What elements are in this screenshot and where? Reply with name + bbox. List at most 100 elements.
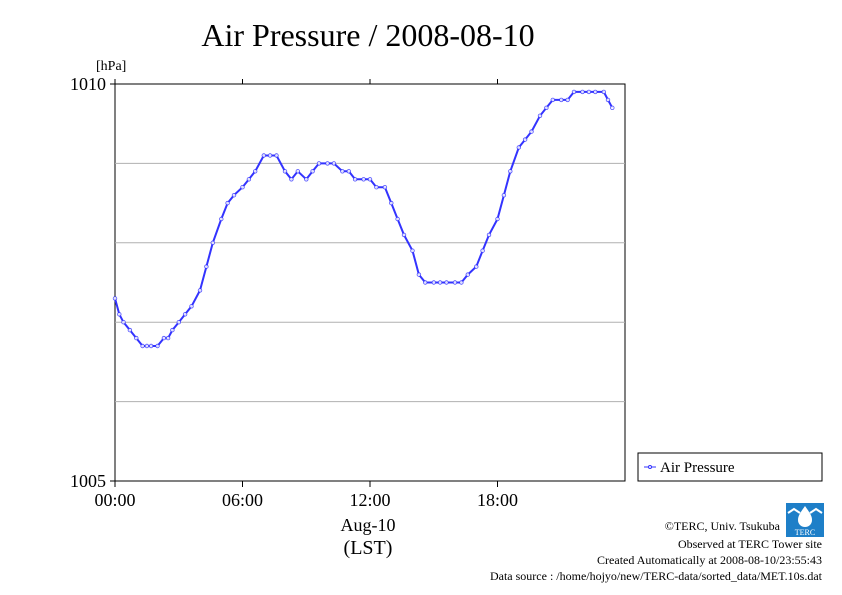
logo-text: TERC bbox=[795, 528, 815, 537]
data-point bbox=[155, 343, 160, 349]
x-axis-label: Aug-10 bbox=[341, 515, 396, 535]
data-point bbox=[176, 320, 181, 325]
data-point bbox=[559, 97, 564, 103]
data-point bbox=[112, 296, 118, 301]
data-point bbox=[395, 216, 400, 222]
data-point bbox=[231, 192, 237, 198]
data-point bbox=[586, 89, 592, 95]
observed-text: Observed at TERC Tower site bbox=[677, 537, 822, 551]
data-point bbox=[550, 97, 555, 103]
data-point bbox=[295, 169, 300, 174]
data-point bbox=[495, 216, 500, 222]
logo-wave-right bbox=[809, 507, 823, 514]
y-axis-label: [hPa] bbox=[96, 59, 126, 74]
data-point bbox=[189, 304, 194, 309]
data-point bbox=[437, 280, 443, 285]
logo-wave-left bbox=[787, 507, 801, 514]
data-point bbox=[261, 153, 266, 158]
data-point bbox=[121, 320, 126, 325]
data-point bbox=[267, 153, 273, 158]
data-point bbox=[246, 177, 252, 182]
data-point bbox=[374, 184, 379, 190]
data-point bbox=[134, 335, 139, 341]
data-point bbox=[610, 105, 615, 110]
data-point bbox=[501, 192, 507, 198]
data-point bbox=[544, 105, 549, 110]
x-axis-label-lst: (LST) bbox=[344, 537, 393, 559]
data-point bbox=[310, 169, 315, 174]
data-point bbox=[601, 89, 606, 95]
axis-ticks: 00:00 06:00 12:00 18:00 1010 1005 bbox=[70, 74, 518, 510]
data-point bbox=[444, 280, 449, 285]
data-point bbox=[148, 343, 154, 349]
data-point bbox=[346, 169, 351, 174]
data-point bbox=[144, 343, 150, 349]
data-point bbox=[480, 248, 485, 253]
y-tick-label-1: 1005 bbox=[70, 471, 106, 491]
terc-logo: TERC bbox=[786, 503, 824, 537]
data-point bbox=[486, 232, 492, 238]
data-point bbox=[325, 161, 330, 166]
data-point bbox=[282, 169, 288, 174]
data-point bbox=[252, 169, 258, 174]
plot-area bbox=[114, 83, 626, 482]
data-point bbox=[274, 153, 279, 158]
x-tick-label-2: 12:00 bbox=[349, 490, 390, 510]
data-point bbox=[522, 137, 528, 142]
data-point bbox=[465, 272, 470, 277]
data-point bbox=[593, 89, 598, 95]
data-point bbox=[401, 232, 407, 238]
data-point bbox=[367, 177, 373, 182]
data-point bbox=[516, 145, 521, 150]
data-point bbox=[565, 97, 570, 103]
data-point bbox=[127, 327, 133, 333]
copyright-text: ©TERC, Univ. Tsukuba bbox=[664, 519, 780, 533]
data-source-text: Data source : /home/hojyo/new/TERC-data/… bbox=[489, 569, 822, 583]
series-line-0 bbox=[114, 90, 614, 347]
data-point bbox=[204, 264, 209, 269]
data-point bbox=[508, 169, 513, 174]
x-tick-label-0: 00:00 bbox=[94, 490, 135, 510]
data-point bbox=[361, 177, 366, 182]
created-text: Created Automatically at 2008-08-10/23:5… bbox=[597, 553, 822, 567]
legend: Air Pressure bbox=[637, 452, 823, 482]
data-point bbox=[225, 200, 230, 206]
data-point bbox=[474, 264, 479, 269]
data-point bbox=[210, 240, 215, 245]
data-point bbox=[240, 184, 245, 190]
data-point bbox=[140, 343, 145, 349]
legend-label-air-pressure: Air Pressure bbox=[660, 460, 735, 476]
data-point bbox=[571, 89, 577, 95]
data-point bbox=[431, 280, 436, 285]
legend-swatch-marker bbox=[648, 465, 652, 469]
data-point bbox=[182, 312, 188, 317]
data-point bbox=[340, 169, 345, 174]
legend-box bbox=[637, 452, 823, 482]
data-point bbox=[389, 200, 394, 206]
data-point bbox=[197, 288, 203, 293]
data-point bbox=[219, 216, 224, 222]
grid-lines bbox=[115, 162, 625, 403]
data-point bbox=[165, 335, 171, 341]
data-point bbox=[289, 177, 294, 182]
data-point bbox=[170, 327, 175, 333]
x-tick-label-3: 18:00 bbox=[477, 490, 518, 510]
data-point bbox=[316, 161, 322, 166]
data-point bbox=[423, 280, 428, 285]
data-point bbox=[352, 177, 358, 182]
data-point bbox=[537, 113, 543, 118]
data-point bbox=[331, 161, 337, 166]
data-point bbox=[161, 335, 167, 341]
series-layer bbox=[112, 89, 615, 349]
data-point bbox=[304, 177, 309, 182]
y-tick-label-0: 1010 bbox=[70, 74, 106, 94]
data-point bbox=[416, 272, 422, 277]
data-point bbox=[529, 129, 534, 134]
data-point bbox=[459, 280, 464, 285]
data-point bbox=[410, 248, 415, 253]
data-point bbox=[605, 97, 611, 103]
data-point bbox=[452, 280, 458, 285]
data-point bbox=[117, 312, 122, 317]
data-point bbox=[580, 89, 585, 95]
